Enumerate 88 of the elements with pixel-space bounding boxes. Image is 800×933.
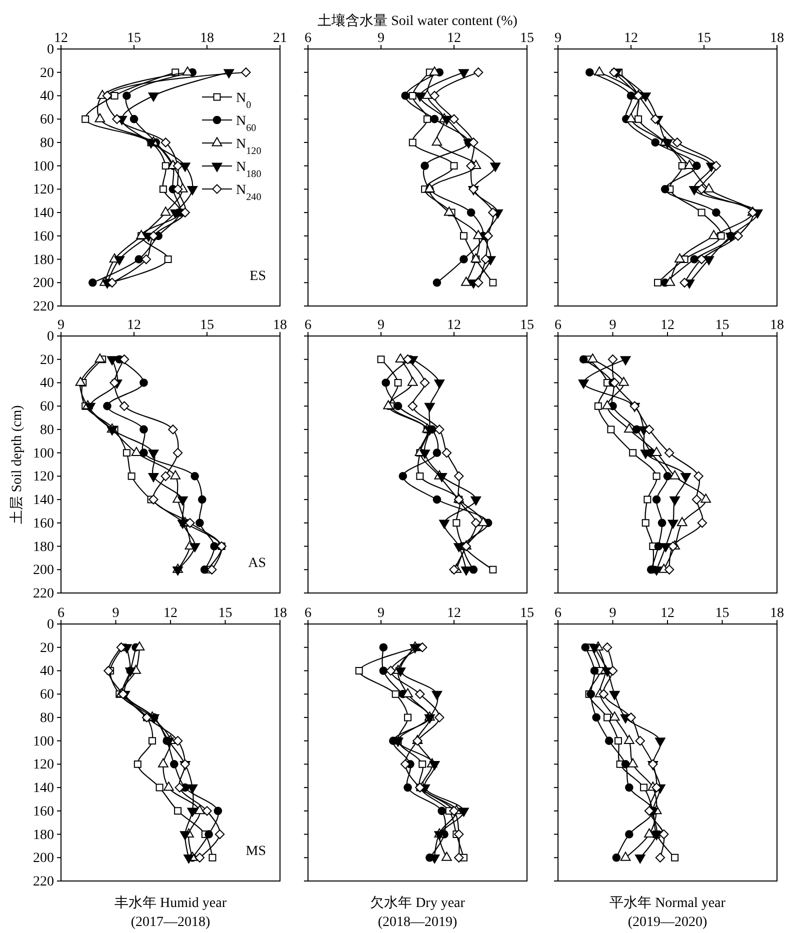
y-tick-label: 60 bbox=[40, 688, 54, 703]
legend-label: N$_{120}$ bbox=[236, 137, 262, 156]
x-tick-label: 12 bbox=[447, 606, 461, 621]
x-tick-label: 9 bbox=[378, 318, 384, 333]
y-tick-label: 20 bbox=[40, 640, 54, 656]
legend-label: N$_{0}$ bbox=[236, 91, 252, 110]
x-tick-label: 21 bbox=[273, 31, 287, 46]
y-tick-label: 160 bbox=[33, 229, 54, 244]
x-tick-label: 18 bbox=[770, 606, 784, 621]
y-axis-title: 土层 Soil depth (cm) bbox=[9, 404, 25, 524]
y-tick-label: 80 bbox=[40, 710, 54, 726]
annotation: ES bbox=[250, 269, 266, 284]
legend-label: N$_{180}$ bbox=[236, 160, 262, 180]
y-tick-label: 0 bbox=[47, 329, 54, 344]
y-tick-label: 160 bbox=[33, 804, 54, 820]
x-tick-label: 9 bbox=[609, 318, 616, 333]
x-tick-label: 12 bbox=[660, 318, 674, 333]
legend-label: N$_{240}$ bbox=[236, 183, 262, 202]
x-tick-label: 6 bbox=[304, 31, 312, 46]
y-tick-label: 20 bbox=[40, 66, 54, 81]
y-tick-label: 200 bbox=[33, 851, 54, 866]
x-tick-label: 15 bbox=[520, 606, 534, 621]
x-tick-label: 18 bbox=[200, 31, 214, 46]
y-tick-label: 40 bbox=[40, 376, 54, 392]
y-tick-label: 220 bbox=[33, 874, 54, 890]
y-tick-label: 100 bbox=[33, 734, 54, 750]
x-axis-title: 丰水年 Humid year (2017—2018) bbox=[114, 895, 227, 930]
x-tick-label: 18 bbox=[273, 606, 287, 621]
y-tick-label: 0 bbox=[47, 617, 54, 632]
x-tick-label: 15 bbox=[218, 606, 232, 621]
x-tick-label: 9 bbox=[378, 606, 384, 621]
x-tick-label: 12 bbox=[447, 318, 461, 333]
x-axis-title: 平水年 Normal year (2019—2020) bbox=[610, 895, 726, 930]
x-tick-label: 15 bbox=[715, 606, 730, 621]
x-tick-label: 12 bbox=[624, 31, 638, 46]
y-tick-label: 140 bbox=[33, 493, 54, 508]
x-tick-label: 15 bbox=[520, 318, 534, 333]
x-tick-label: 18 bbox=[273, 318, 287, 333]
y-tick-label: 40 bbox=[40, 664, 54, 680]
x-tick-label: 9 bbox=[378, 31, 384, 46]
x-tick-label: 15 bbox=[715, 318, 730, 333]
legend-label: N$_{60}$ bbox=[236, 114, 256, 134]
x-tick-label: 18 bbox=[770, 318, 784, 333]
x-tick-label: 6 bbox=[58, 606, 64, 621]
y-tick-label: 100 bbox=[33, 446, 54, 462]
y-tick-label: 20 bbox=[40, 352, 54, 368]
y-tick-label: 80 bbox=[40, 136, 54, 151]
y-tick-label: 120 bbox=[33, 182, 54, 198]
x-tick-label: 9 bbox=[609, 606, 616, 621]
x-tick-label: 15 bbox=[520, 31, 534, 46]
x-tick-label: 18 bbox=[770, 31, 784, 46]
x-tick-label: 6 bbox=[304, 606, 312, 621]
x-tick-label: 9 bbox=[554, 31, 562, 46]
y-tick-label: 40 bbox=[40, 89, 54, 104]
x-tick-label: 6 bbox=[304, 318, 312, 333]
x-tick-label: 12 bbox=[660, 606, 674, 621]
y-tick-label: 120 bbox=[33, 758, 54, 773]
x-axis-title: 欠水年 Dry year (2018—2019) bbox=[370, 895, 466, 930]
y-tick-label: 60 bbox=[40, 400, 54, 415]
x-tick-label: 9 bbox=[112, 606, 120, 621]
y-tick-label: 0 bbox=[47, 42, 54, 58]
y-tick-label: 220 bbox=[33, 586, 54, 602]
x-tick-label: 12 bbox=[447, 31, 461, 46]
y-tick-label: 60 bbox=[40, 112, 54, 128]
x-tick-label: 15 bbox=[200, 318, 214, 333]
annotation: MS bbox=[246, 844, 266, 859]
y-tick-label: 180 bbox=[33, 252, 54, 268]
y-tick-label: 120 bbox=[33, 470, 54, 485]
x-tick-label: 6 bbox=[554, 318, 562, 333]
x-tick-label: 15 bbox=[127, 31, 141, 46]
x-tick-label: 12 bbox=[164, 606, 178, 621]
x-tick-label: 12 bbox=[127, 318, 141, 333]
y-tick-label: 220 bbox=[33, 299, 54, 314]
annotation: AS bbox=[248, 556, 266, 571]
y-tick-label: 160 bbox=[33, 516, 54, 532]
y-tick-label: 140 bbox=[33, 206, 54, 222]
y-tick-label: 200 bbox=[33, 276, 54, 292]
x-tick-label: 9 bbox=[58, 318, 64, 333]
y-tick-label: 140 bbox=[33, 781, 54, 796]
y-tick-label: 180 bbox=[33, 540, 54, 555]
y-tick-label: 200 bbox=[33, 563, 54, 578]
x-tick-label: 6 bbox=[554, 606, 562, 621]
chart-title: 土壤含水量 Soil water content (%) bbox=[318, 13, 518, 29]
y-tick-label: 180 bbox=[33, 828, 54, 843]
x-tick-label: 12 bbox=[54, 31, 68, 46]
y-tick-label: 100 bbox=[33, 159, 54, 174]
x-tick-label: 15 bbox=[697, 31, 711, 46]
y-tick-label: 80 bbox=[40, 422, 54, 438]
